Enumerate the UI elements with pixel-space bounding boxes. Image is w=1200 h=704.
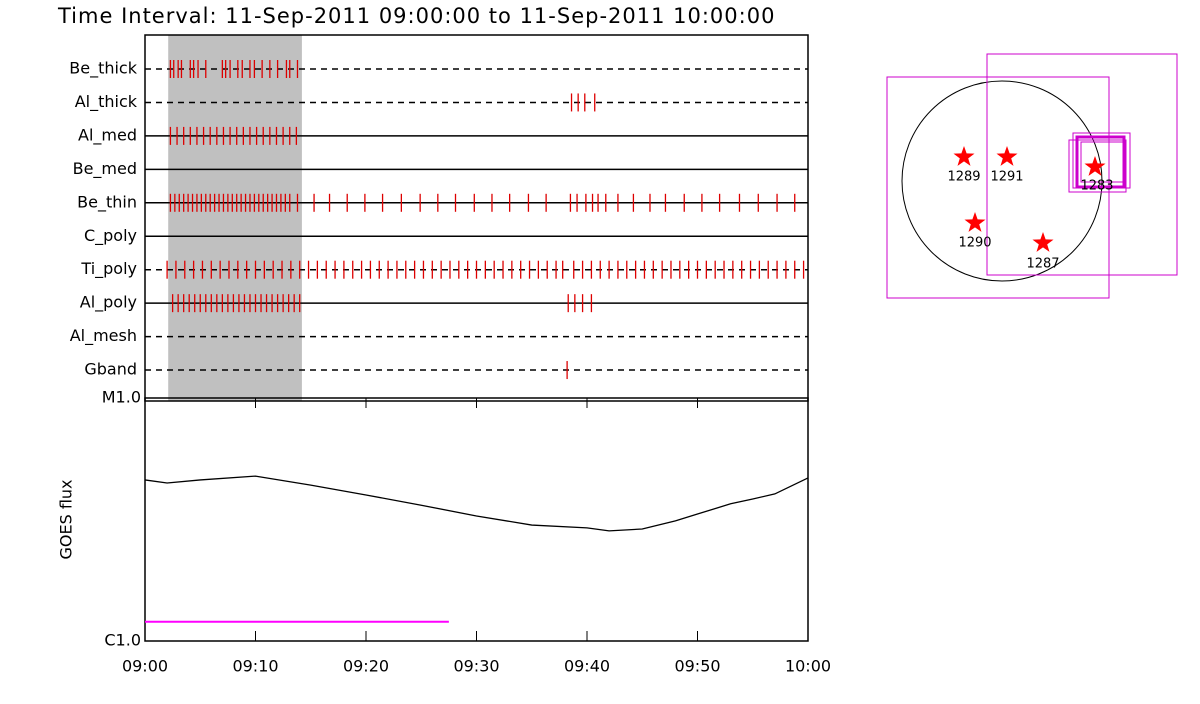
goes-line	[144, 475, 809, 532]
region-marker	[996, 146, 1018, 166]
row-label: Al_med	[78, 125, 137, 145]
row-label: Ti_poly	[80, 259, 137, 279]
x-tick-label: 09:10	[232, 657, 278, 676]
region-label: 1283	[1080, 179, 1113, 194]
x-tick-label: 10:00	[785, 657, 831, 676]
row-label: Al_thick	[75, 92, 138, 112]
region-label: 1291	[990, 170, 1023, 185]
x-tick-label: 09:50	[674, 657, 720, 676]
y-tick-label: M1.0	[102, 388, 141, 407]
x-tick-label: 09:20	[343, 657, 389, 676]
region-marker	[953, 146, 975, 166]
region-marker	[964, 212, 986, 232]
region-label: 1290	[958, 236, 991, 251]
chart-title: Time Interval: 11-Sep-2011 09:00:00 to 1…	[57, 4, 775, 28]
frame	[144, 397, 809, 642]
x-tick-label: 09:40	[564, 657, 610, 676]
row-label: Gband	[84, 360, 137, 379]
row-label: Al_poly	[80, 293, 137, 313]
row-label: Be_thick	[69, 59, 137, 79]
row-label: Be_thin	[77, 192, 137, 212]
region-label: 1289	[947, 170, 980, 185]
highlight	[168, 35, 302, 401]
y-axis-label: GOES flux	[57, 479, 76, 559]
y-tick-label: C1.0	[104, 631, 141, 650]
fov-boxes	[886, 53, 1178, 299]
x-tick-label: 09:00	[122, 657, 168, 676]
solar-disc	[901, 80, 1103, 282]
row-label: Be_med	[73, 159, 137, 179]
region-marker	[1084, 156, 1106, 176]
row-label: C_poly	[84, 226, 137, 246]
region-marker	[1032, 232, 1054, 252]
region-label: 1287	[1026, 257, 1059, 272]
row-label: Al_mesh	[70, 326, 137, 346]
x-tick-label: 09:30	[453, 657, 499, 676]
